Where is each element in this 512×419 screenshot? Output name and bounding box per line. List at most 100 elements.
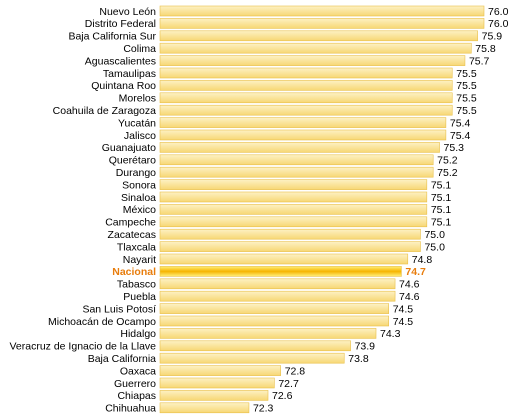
- value-label-tabasco: 74.6: [399, 279, 420, 291]
- category-label-nayarit: Nayarit: [123, 254, 156, 266]
- category-label-quintana-roo: Quintana Roo: [91, 80, 156, 92]
- value-label-guanajuato: 75.3: [444, 142, 465, 154]
- category-label-san-luis-potosi: San Luis Potosí: [82, 303, 156, 315]
- bar-veracruz-de-ignacio-de-la-llave: [159, 340, 351, 352]
- bar-nuevo-leon: [159, 5, 485, 17]
- category-label-tlaxcala: Tlaxcala: [117, 241, 156, 253]
- category-label-nuevo-leon: Nuevo León: [99, 6, 156, 18]
- value-label-coahuila-de-zaragoza: 75.5: [456, 105, 477, 117]
- value-label-baja-california: 73.8: [348, 353, 369, 365]
- bar-oaxaca: [159, 365, 282, 376]
- value-label-aguascalientes: 75.7: [469, 55, 490, 67]
- category-label-guanajuato: Guanajuato: [102, 142, 156, 154]
- value-label-nuevo-leon: 76.0: [488, 6, 509, 18]
- value-label-durango: 75.2: [437, 167, 458, 179]
- category-label-puebla: Puebla: [123, 291, 156, 303]
- value-label-queretaro: 75.2: [437, 155, 458, 167]
- category-label-sinaloa: Sinaloa: [121, 192, 156, 204]
- category-label-guerrero: Guerrero: [114, 378, 156, 390]
- bar-sinaloa: [159, 191, 428, 203]
- category-label-coahuila-de-zaragoza: Coahuila de Zaragoza: [53, 105, 156, 117]
- value-label-guerrero: 72.7: [278, 378, 299, 390]
- value-label-tlaxcala: 75.0: [424, 241, 445, 253]
- value-label-nayarit: 74.8: [412, 254, 433, 266]
- bar-michoacan-de-ocampo: [159, 315, 390, 327]
- category-label-distrito-federal: Distrito Federal: [85, 18, 156, 30]
- value-label-nacional: 74.7: [405, 266, 426, 278]
- bar-tamaulipas: [159, 67, 453, 79]
- value-label-yucatan: 75.4: [450, 117, 471, 129]
- bar-chiapas: [159, 390, 269, 401]
- value-label-zacatecas: 75.0: [424, 229, 445, 241]
- bar-quintana-roo: [159, 80, 453, 91]
- category-label-colima: Colima: [123, 43, 156, 55]
- bar-distrito-federal: [159, 18, 485, 29]
- value-label-chiapas: 72.6: [272, 390, 293, 402]
- category-label-nacional: Nacional: [112, 266, 156, 278]
- value-label-distrito-federal: 76.0: [488, 18, 509, 30]
- category-label-campeche: Campeche: [105, 217, 156, 229]
- category-label-mexico: México: [123, 204, 156, 216]
- value-label-campeche: 75.1: [431, 217, 452, 229]
- bar-zacatecas: [159, 228, 421, 240]
- category-label-oaxaca: Oaxaca: [120, 365, 156, 377]
- value-label-quintana-roo: 75.5: [456, 80, 477, 92]
- bar-tlaxcala: [159, 241, 421, 252]
- bar-durango: [159, 166, 434, 178]
- bar-jalisco: [159, 129, 447, 141]
- category-label-tabasco: Tabasco: [117, 279, 156, 291]
- value-label-baja-california-sur: 75.9: [482, 31, 503, 43]
- value-label-san-luis-potosi: 74.5: [393, 303, 414, 315]
- bar-colima: [159, 42, 472, 54]
- category-label-jalisco: Jalisco: [124, 130, 156, 142]
- bar-mexico: [159, 204, 428, 215]
- bar-morelos: [159, 92, 453, 104]
- category-label-aguascalientes: Aguascalientes: [85, 55, 156, 67]
- bar-guanajuato: [159, 142, 440, 153]
- category-label-morelos: Morelos: [119, 93, 156, 105]
- category-label-baja-california-sur: Baja California Sur: [68, 31, 156, 43]
- category-label-durango: Durango: [116, 167, 156, 179]
- category-label-michoacan-de-ocampo: Michoacán de Ocampo: [48, 316, 156, 328]
- value-label-morelos: 75.5: [456, 93, 477, 105]
- bar-yucatan: [159, 117, 447, 128]
- value-label-michoacan-de-ocampo: 74.5: [393, 316, 414, 328]
- value-label-puebla: 74.6: [399, 291, 420, 303]
- bars-group: [159, 5, 485, 414]
- category-label-zacatecas: Zacatecas: [108, 229, 156, 241]
- bar-nacional: [159, 266, 402, 277]
- value-label-sinaloa: 75.1: [431, 192, 452, 204]
- bar-nayarit: [159, 253, 409, 265]
- bar-queretaro: [159, 154, 434, 166]
- bar-chihuahua: [159, 402, 250, 414]
- bar-baja-california: [159, 352, 345, 364]
- category-label-chihuahua: Chihuahua: [105, 403, 156, 415]
- bar-baja-california-sur: [159, 30, 478, 42]
- value-labels: 76.076.075.975.875.775.575.575.575.575.4…: [253, 6, 509, 415]
- category-label-veracruz-de-ignacio-de-la-llave: Veracruz de Ignacio de la Llave: [9, 341, 156, 353]
- category-label-sonora: Sonora: [122, 179, 156, 191]
- category-label-yucatan: Yucatán: [118, 117, 156, 129]
- bar-hidalgo: [159, 328, 377, 339]
- category-label-chiapas: Chiapas: [117, 390, 156, 402]
- value-label-colima: 75.8: [475, 43, 496, 55]
- bar-campeche: [159, 216, 428, 228]
- bar-aguascalientes: [159, 55, 466, 66]
- bar-san-luis-potosi: [159, 303, 390, 314]
- value-label-veracruz-de-ignacio-de-la-llave: 73.9: [355, 341, 376, 353]
- category-label-baja-california: Baja California: [88, 353, 156, 365]
- value-label-jalisco: 75.4: [450, 130, 471, 142]
- value-label-oaxaca: 72.8: [285, 365, 306, 377]
- value-label-sonora: 75.1: [431, 179, 452, 191]
- category-label-hidalgo: Hidalgo: [120, 328, 156, 340]
- bar-guerrero: [159, 377, 275, 389]
- value-label-hidalgo: 74.3: [380, 328, 401, 340]
- bar-coahuila-de-zaragoza: [159, 104, 453, 116]
- value-label-chihuahua: 72.3: [253, 403, 274, 415]
- bar-sonora: [159, 179, 428, 190]
- value-label-mexico: 75.1: [431, 204, 452, 216]
- category-label-tamaulipas: Tamaulipas: [103, 68, 156, 80]
- value-label-tamaulipas: 75.5: [456, 68, 477, 80]
